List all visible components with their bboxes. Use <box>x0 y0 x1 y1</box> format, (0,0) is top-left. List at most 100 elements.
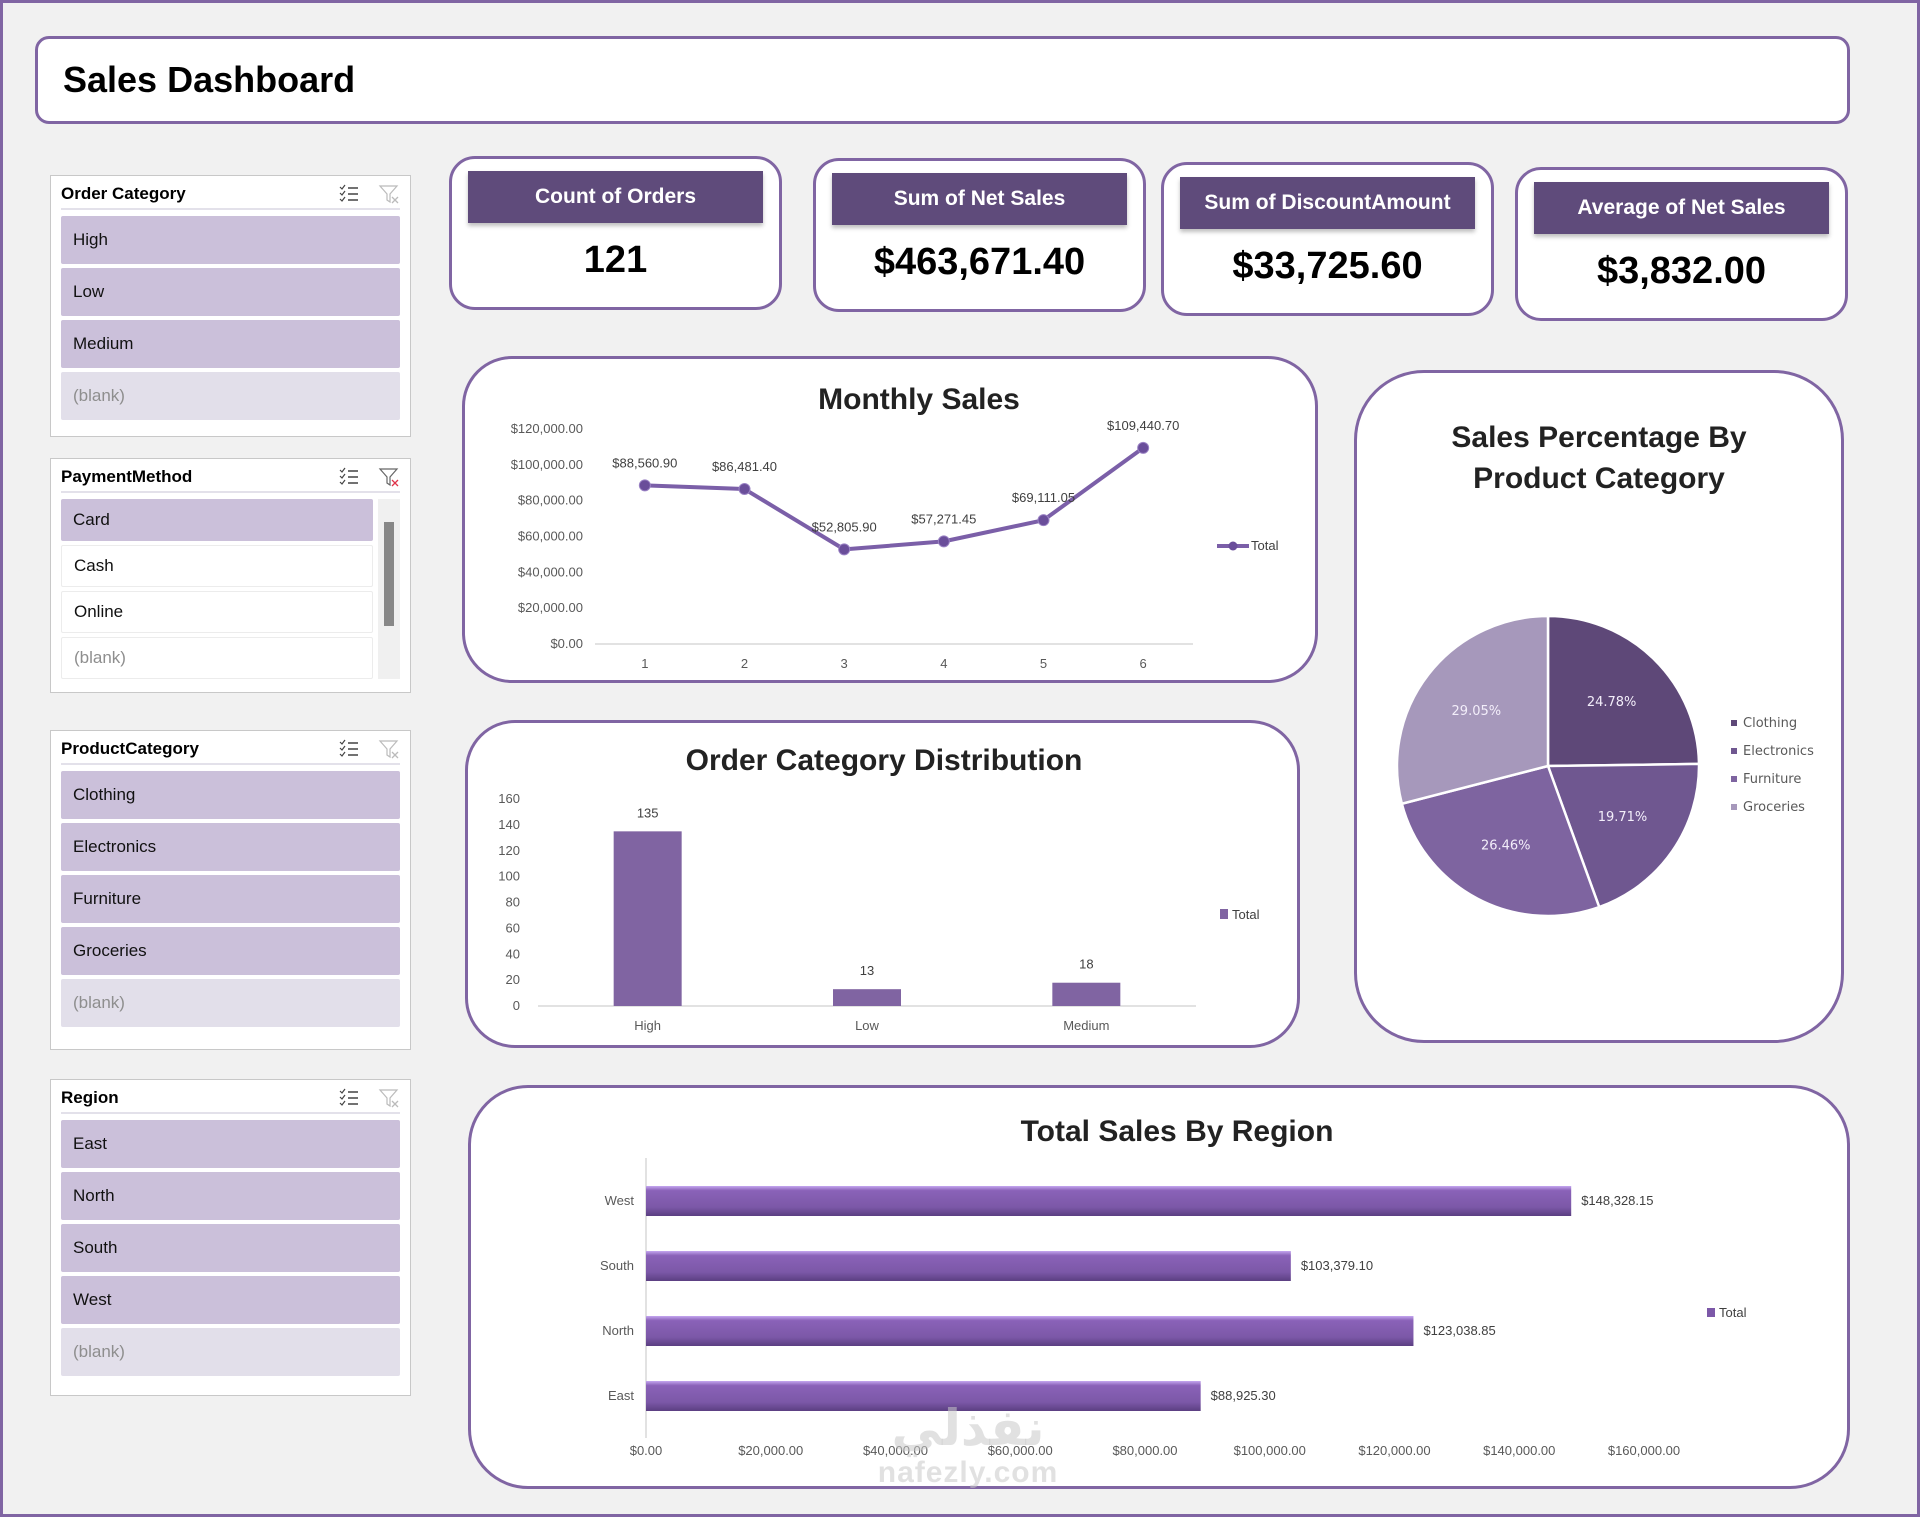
slicer-toolbar <box>338 1087 400 1109</box>
y-tick-label: $40,000.00 <box>518 564 583 579</box>
x-tick-label: 3 <box>841 656 848 671</box>
slicer-scrollbar[interactable] <box>378 499 400 679</box>
region-sales-chart[interactable]: Total Sales By Region $0.00 $20,000.00 $40,… <box>468 1085 1850 1489</box>
slicer-title: Region <box>61 1088 119 1107</box>
slicer-item[interactable]: Online <box>61 590 373 633</box>
bar-medium <box>1052 982 1121 1006</box>
x-tick-label: 6 <box>1140 656 1147 671</box>
order-category-svg: Order Category Distribution 0 20 40 60 80 100 1… <box>498 744 1260 1033</box>
bar-north <box>646 1316 1414 1346</box>
x-tick-label: 2 <box>741 656 748 671</box>
kpi-label: Sum of DiscountAmount <box>1180 177 1475 229</box>
data-label: $52,805.90 <box>812 519 877 534</box>
multi-select-icon[interactable] <box>338 466 360 488</box>
legend-swatch <box>1731 720 1737 726</box>
slicer-item[interactable]: (blank) <box>61 1328 400 1376</box>
clear-filter-icon[interactable] <box>378 466 400 488</box>
clear-filter-icon[interactable] <box>378 1087 400 1109</box>
data-label: $123,038.85 <box>1423 1323 1495 1338</box>
data-label: 13 <box>860 963 874 978</box>
slicer-item[interactable]: Clothing <box>61 771 400 819</box>
slicer-body: East North South West (blank) <box>61 1120 400 1376</box>
slicer-item[interactable]: Furniture <box>61 875 400 923</box>
slicer-item[interactable]: West <box>61 1276 400 1324</box>
slicer-item[interactable]: High <box>61 216 400 264</box>
data-point <box>738 483 751 496</box>
x-tick-label: Low <box>855 1018 879 1033</box>
multi-select-icon[interactable] <box>338 738 360 760</box>
kpi-sum-discount-amount: Sum of DiscountAmount $33,725.60 <box>1161 162 1494 316</box>
pie-data-label: 19.71% <box>1598 810 1648 825</box>
y-tick-label: 20 <box>506 972 520 987</box>
bar-high <box>613 831 682 1006</box>
y-tick-label: 120 <box>498 843 520 858</box>
slicer-item[interactable]: (blank) <box>61 979 400 1027</box>
clear-filter-icon[interactable] <box>378 183 400 205</box>
y-tick-label: $100,000.00 <box>511 457 583 472</box>
y-tick-label: South <box>600 1258 634 1273</box>
slicer-body: Card Cash Online (blank) <box>61 499 400 679</box>
chart-title: Monthly Sales <box>818 383 1020 416</box>
slicer-body: High Low Medium (blank) <box>61 216 400 420</box>
slicer-item[interactable]: East <box>61 1120 400 1168</box>
pie-slice-furniture <box>1400 764 1601 918</box>
slicer-item[interactable]: (blank) <box>61 636 373 679</box>
kpi-value: $33,725.60 <box>1232 245 1423 287</box>
legend-marker <box>1228 541 1238 551</box>
monthly-sales-svg: Monthly Sales $0.00 $20,000.00 $40,000.00 $6… <box>511 383 1279 671</box>
slicer-item[interactable]: Card <box>61 499 373 541</box>
page-title: Sales Dashboard <box>63 59 356 100</box>
kpi-sum-net-sales: Sum of Net Sales $463,671.40 <box>813 158 1146 312</box>
legend-label: Total <box>1719 1305 1747 1320</box>
pie-slice-groceries <box>1395 614 1550 806</box>
slicer-item-list: High Low Medium (blank) <box>61 216 400 420</box>
pie-slice-electronics <box>1546 762 1701 909</box>
data-label: $88,560.90 <box>612 455 677 470</box>
data-point <box>838 543 851 556</box>
slicer-item[interactable]: Groceries <box>61 927 400 975</box>
kpi-average-net-sales: Average of Net Sales $3,832.00 <box>1515 167 1848 321</box>
bar-east <box>646 1381 1201 1411</box>
slicer-item-list: Card Cash Online (blank) <box>61 499 373 679</box>
slicer-item[interactable]: South <box>61 1224 400 1272</box>
multi-select-icon[interactable] <box>338 183 360 205</box>
y-tick-label: $20,000.00 <box>518 600 583 615</box>
y-tick-label: $60,000.00 <box>518 529 583 544</box>
slicer-toolbar <box>338 183 400 205</box>
title-bar: Sales Dashboard <box>35 36 1850 124</box>
slicer-item[interactable]: Cash <box>61 544 373 587</box>
slicer-region: Region East North South West (blank) <box>50 1079 411 1396</box>
slicer-item[interactable]: (blank) <box>61 372 400 420</box>
product-category-svg: Sales Percentage By Product Category 24.78… <box>1395 421 1814 918</box>
slicer-item[interactable]: North <box>61 1172 400 1220</box>
data-label: $88,925.30 <box>1211 1388 1276 1403</box>
slicer-item[interactable]: Low <box>61 268 400 316</box>
pie-data-label: 29.05% <box>1452 704 1502 719</box>
multi-select-icon[interactable] <box>338 1087 360 1109</box>
legend-label: Total <box>1251 538 1279 553</box>
region-sales-svg: Total Sales By Region $0.00 $20,000.00 $40,… <box>600 1115 1747 1458</box>
data-point <box>638 479 651 492</box>
legend-label: Groceries <box>1743 800 1805 815</box>
scrollbar-thumb[interactable] <box>384 522 394 626</box>
y-tick-label: North <box>602 1323 634 1338</box>
bar-low <box>833 989 901 1006</box>
slicer-payment-method: PaymentMethod Card Cash Online (blank) <box>50 458 411 693</box>
monthly-sales-chart[interactable]: Monthly Sales $0.00 $20,000.00 $40,000.00 $6… <box>462 356 1318 683</box>
clear-filter-icon[interactable] <box>378 738 400 760</box>
legend-label: Furniture <box>1743 772 1801 787</box>
slicer-item[interactable]: Electronics <box>61 823 400 871</box>
slicer-item[interactable]: Medium <box>61 320 400 368</box>
series-line-total <box>644 446 1145 552</box>
slicer-toolbar <box>338 738 400 760</box>
slicer-title: Order Category <box>61 184 186 203</box>
x-tick-label: $60,000.00 <box>988 1443 1053 1458</box>
chart-title-line2: Product Category <box>1473 462 1725 495</box>
legend-label: Total <box>1232 907 1260 922</box>
order-category-chart[interactable]: Order Category Distribution 0 20 40 60 80 100 1… <box>465 720 1300 1048</box>
pie-data-label: 24.78% <box>1587 695 1637 710</box>
data-label: 18 <box>1079 957 1093 972</box>
slicer-title: ProductCategory <box>61 739 199 758</box>
y-tick-label: $0.00 <box>550 636 583 651</box>
product-category-pie-chart[interactable]: Sales Percentage By Product Category 24.78… <box>1354 370 1844 1043</box>
